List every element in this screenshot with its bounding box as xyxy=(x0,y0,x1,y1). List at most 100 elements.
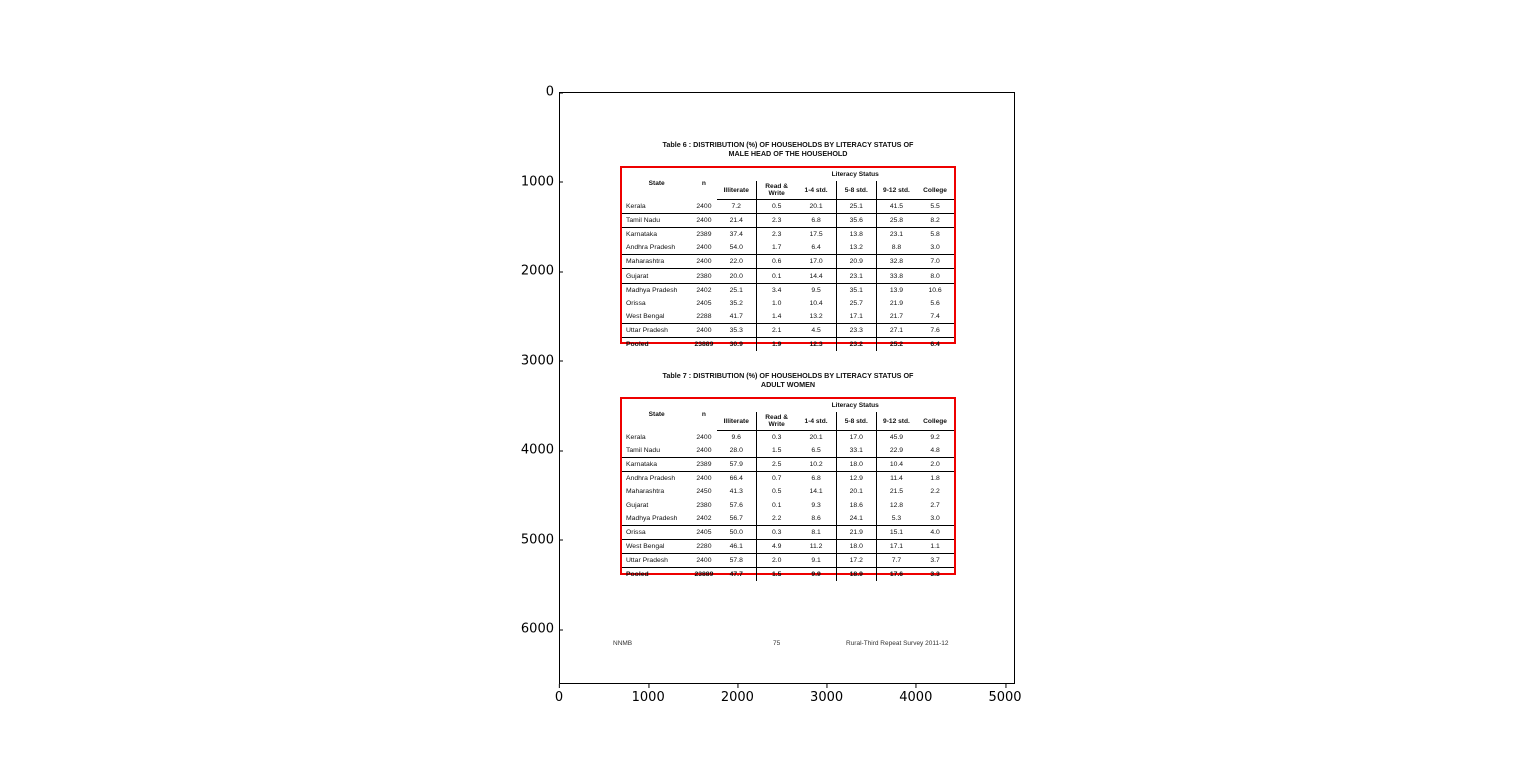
value-cell: 2400 xyxy=(691,444,717,459)
value-cell: 54.0 xyxy=(716,241,757,256)
value-cell: 11.2 xyxy=(796,539,837,554)
value-cell: 18.6 xyxy=(835,498,877,512)
value-cell: 0.7 xyxy=(755,471,797,486)
table-row: Andhra Pradesh 2400 66.4 0.7 6.8 12.9 11.4 1.8 xyxy=(622,471,954,486)
value-cell: 0.1 xyxy=(755,268,797,284)
value-cell: 22.9 xyxy=(875,444,917,459)
table-row: Kerala 2400 7.2 0.5 20.1 25.1 41.5 5.5 xyxy=(622,199,954,215)
table6-title-line2: MALE HEAD OF THE HOUSEHOLD xyxy=(728,149,848,158)
value-cell: 25.1 xyxy=(729,286,743,294)
value-cell: 1.5 xyxy=(755,444,797,459)
value-cell: 4.9 xyxy=(755,539,797,554)
table-row: West Bengal 2288 41.7 1.4 13.2 17.1 21.7 7.4 xyxy=(622,309,954,324)
value-cell: 1.8 xyxy=(930,475,940,483)
state-cell: Uttar Pradesh xyxy=(622,323,692,338)
col-header: Read & Write xyxy=(755,181,797,200)
value-cell: 10.4 xyxy=(875,457,917,473)
value-cell: 8.2 xyxy=(916,213,954,229)
state-cell: Uttar Pradesh xyxy=(622,553,692,568)
footer-left: NNMB xyxy=(613,640,633,647)
x-tick-label: 4000 xyxy=(899,684,933,705)
table-row: Orissa 2405 50.0 0.3 8.1 21.9 15.1 4.0 xyxy=(622,525,954,540)
table-row: Madhya Pradesh 2402 25.1 3.4 9.5 35.1 13.9 10.6 xyxy=(622,283,954,297)
col-header-n: n xyxy=(701,180,706,188)
table7-title-line2: ADULT WOMEN xyxy=(760,380,816,389)
value-cell: 10.6 xyxy=(928,286,942,294)
col-header: Illiterate xyxy=(716,181,757,200)
value-cell: 5.8 xyxy=(930,231,940,239)
value-cell: 20.1 xyxy=(809,434,823,442)
literacy-table: State n Literacy Status Illiterate Read & Wr… xyxy=(622,168,954,352)
value-cell: 3.4 xyxy=(755,283,797,297)
table-row: West Bengal 2280 46.1 4.9 11.2 18.0 17.1 1.1 xyxy=(622,539,954,554)
y-tick-label: 2000 xyxy=(520,263,564,279)
table-row: Pooled 23889 30.9 1.9 12.3 23.2 25.2 6.4 xyxy=(622,337,954,352)
value-cell: 22.0 xyxy=(716,254,757,270)
value-cell: 3.0 xyxy=(916,241,954,256)
value-cell: 21.4 xyxy=(716,213,757,229)
y-tick-label: 5000 xyxy=(520,532,564,547)
y-tick-label: 1000 xyxy=(520,174,564,189)
table-row: Kerala 2400 9.6 0.3 20.1 17.0 45.9 9.2 xyxy=(622,430,954,445)
table-row: Tamil Nadu 2400 28.0 1.5 6.5 33.1 22.9 4.8 xyxy=(622,444,954,459)
state-cell: West Bengal xyxy=(622,539,692,554)
value-cell: 35.2 xyxy=(729,299,743,307)
value-cell: 37.4 xyxy=(729,231,743,239)
group-header: Literacy Status xyxy=(831,171,879,178)
state-cell: Karnataka xyxy=(622,457,692,473)
value-cell: 47.7 xyxy=(729,570,743,578)
value-cell: 5.5 xyxy=(916,199,954,215)
state-cell: Gujarat xyxy=(622,268,692,284)
state-cell: Pooled xyxy=(626,340,649,348)
value-cell: 2400 xyxy=(691,241,717,256)
state-cell: Orissa xyxy=(626,299,646,307)
x-tick-label: 5000 xyxy=(988,684,1022,705)
value-cell: 13.2 xyxy=(796,309,837,324)
value-cell: 17.1 xyxy=(875,539,917,554)
value-cell: 23889 xyxy=(694,340,714,348)
value-cell: 20.1 xyxy=(796,199,837,215)
value-cell: 2400 xyxy=(696,433,712,441)
value-cell: 9.2 xyxy=(930,434,940,442)
value-cell: 27.1 xyxy=(875,323,917,338)
value-cell: 8.1 xyxy=(796,525,837,540)
value-cell: 2.2 xyxy=(755,511,797,526)
value-cell: 1.0 xyxy=(755,296,797,310)
table-row: Gujarat 2380 57.6 0.1 9.3 18.6 12.8 2.7 xyxy=(622,498,954,512)
state-cell: Gujarat xyxy=(626,501,649,509)
value-cell: 2400 xyxy=(691,553,717,568)
value-cell: 21.9 xyxy=(875,296,917,310)
value-cell: 2450 xyxy=(696,488,712,496)
value-cell: 14.4 xyxy=(796,268,837,284)
value-cell: 18.0 xyxy=(835,457,877,473)
value-cell: 46.1 xyxy=(716,539,757,554)
value-cell: 2.5 xyxy=(755,457,797,473)
value-cell: 6.4 xyxy=(930,340,940,348)
value-cell: 3.7 xyxy=(916,553,954,568)
value-cell: 14.1 xyxy=(809,488,823,496)
value-cell: 1.7 xyxy=(755,241,797,256)
col-header: 9-12 std. xyxy=(875,412,917,431)
col-header: 1-4 std. xyxy=(796,412,837,431)
value-cell: 2400 xyxy=(696,475,712,483)
table7-title: Table 7 : DISTRIBUTION (%) OF HOUSEHOLDS… xyxy=(620,371,956,389)
x-tick-label: 2000 xyxy=(720,684,754,705)
col-header-n: n xyxy=(701,411,706,419)
value-cell: 2380 xyxy=(691,268,717,284)
value-cell: 2389 xyxy=(696,231,712,239)
col-header: College xyxy=(916,412,954,431)
value-cell: 2.3 xyxy=(755,213,797,229)
value-cell: 2.2 xyxy=(930,488,940,496)
value-cell: 25.7 xyxy=(835,296,877,310)
value-cell: 7.0 xyxy=(916,254,954,270)
table7: State n Literacy Status Illiterate Read & Wr… xyxy=(620,397,956,582)
value-cell: 7.4 xyxy=(916,309,954,324)
value-cell: 6.8 xyxy=(796,213,837,229)
col-header-state: State xyxy=(648,411,665,419)
value-cell: 1.9 xyxy=(755,337,797,352)
footer-right: Rural-Third Repeat Survey 2011-12 xyxy=(846,640,949,647)
value-cell: 0.3 xyxy=(755,430,797,445)
value-cell: 33.8 xyxy=(875,268,917,284)
value-cell: 1.4 xyxy=(755,309,797,324)
value-cell: 5.6 xyxy=(930,299,940,307)
